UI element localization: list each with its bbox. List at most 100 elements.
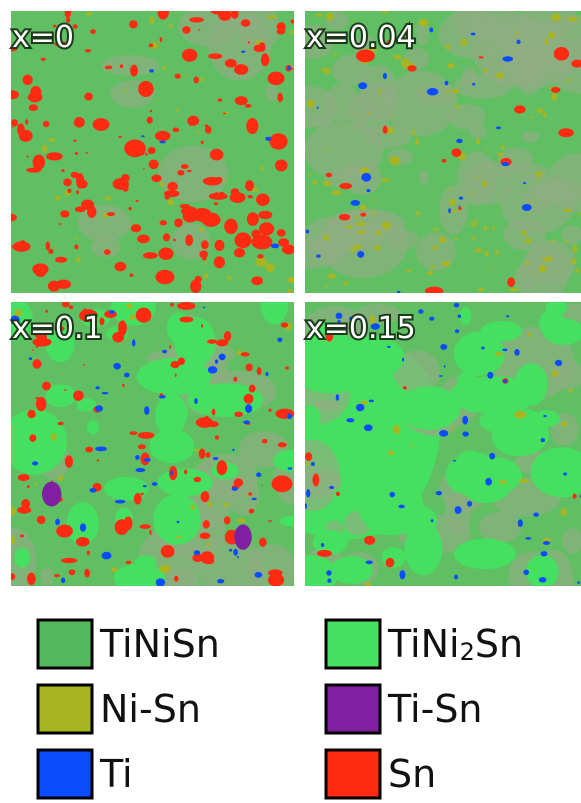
phase-blob: [455, 506, 462, 514]
phase-blob: [455, 329, 459, 333]
phase-blob: [323, 235, 329, 241]
phase-blob: [169, 345, 171, 348]
phase-blob: [160, 564, 171, 573]
phase-blob: [364, 276, 366, 277]
phase-blob: [204, 416, 210, 424]
phase-blob: [208, 421, 219, 427]
phase-blob: [65, 455, 73, 468]
phase-blob: [36, 397, 39, 400]
legend-swatch: [326, 620, 380, 668]
phase-blob: [244, 394, 254, 404]
phase-blob: [455, 451, 486, 478]
phase-blob: [256, 472, 261, 477]
phase-blob: [136, 148, 145, 156]
phase-blob: [354, 245, 362, 250]
phase-blob: [345, 225, 353, 228]
phase-blob: [102, 552, 112, 560]
phase-blob: [235, 232, 252, 248]
phase-blob: [131, 224, 141, 232]
phase-blob: [12, 127, 13, 128]
phase-blob: [328, 274, 336, 279]
phase-blob: [382, 221, 391, 229]
phase-blob: [448, 63, 455, 69]
phase-blob: [277, 28, 286, 34]
phase-blob: [58, 223, 61, 225]
phase-blob: [492, 226, 495, 230]
phase-blob: [173, 239, 176, 242]
phase-blob: [571, 259, 576, 264]
phase-blob: [261, 485, 262, 486]
phase-blob: [224, 503, 229, 507]
phase-blob: [325, 84, 360, 121]
phase-blob: [60, 210, 69, 217]
phase-blob: [182, 49, 197, 62]
phase-blob: [218, 192, 224, 196]
phase-blob: [482, 181, 488, 187]
phase-blob: [126, 561, 132, 565]
phase-blob: [456, 139, 462, 143]
phase-blob: [418, 170, 429, 184]
phase-blob: [25, 119, 28, 124]
phase-blob: [496, 126, 501, 129]
phase-blob: [369, 400, 374, 403]
phase-blob: [453, 460, 457, 462]
phase-blob: [551, 93, 557, 101]
phase-blob: [336, 394, 339, 401]
phase-blob: [357, 251, 364, 258]
phase-blob: [299, 405, 321, 429]
phase-blob: [259, 42, 266, 52]
phase-blob: [80, 523, 86, 531]
phase-blob: [365, 492, 391, 512]
phase-blob: [20, 534, 24, 537]
phase-blob: [200, 78, 203, 82]
phase-blob: [507, 484, 510, 485]
phase-blob: [216, 339, 228, 346]
phase-blob: [462, 416, 468, 425]
phase-blob: [33, 155, 45, 170]
phase-blob: [280, 516, 304, 527]
phase-blob: [344, 281, 348, 285]
phase-blob: [386, 558, 395, 568]
phase-blob: [141, 135, 145, 137]
phase-blob: [115, 500, 125, 504]
phase-blob: [79, 180, 88, 189]
phase-blob: [182, 26, 190, 34]
phase-blob: [229, 549, 232, 552]
phase-blob: [248, 492, 252, 495]
phase-blob: [277, 229, 286, 236]
phase-blob: [206, 452, 211, 458]
label-part: TiNi: [387, 622, 460, 666]
phase-blob: [265, 84, 278, 101]
phase-blob: [472, 83, 475, 86]
phase-blob: [387, 346, 390, 348]
phase-blob: [9, 537, 16, 544]
phase-blob: [95, 446, 107, 451]
phase-blob: [372, 198, 374, 201]
phase-blob: [87, 420, 99, 434]
phase-blob: [149, 159, 159, 169]
phase-blob: [425, 287, 443, 296]
phase-blob: [429, 27, 433, 32]
phase-blob: [73, 140, 77, 142]
phase-blob: [439, 430, 448, 437]
phase-blob: [210, 8, 224, 15]
phase-blob: [459, 197, 463, 200]
phase-blob: [61, 578, 65, 584]
phase-blob: [539, 577, 547, 582]
phase-blob: [549, 32, 556, 39]
phase-blob: [159, 395, 188, 430]
phase-blob: [101, 55, 159, 76]
phase-blob: [84, 569, 90, 578]
phase-blob: [449, 199, 456, 206]
phase-blob: [226, 530, 235, 540]
phase-blob: [501, 162, 509, 166]
phase-blob: [355, 216, 358, 219]
phase-blob: [259, 537, 267, 546]
phase-blob: [27, 485, 30, 488]
panel-label: x=0: [12, 20, 74, 55]
phase-blob: [489, 267, 492, 269]
phase-blob: [325, 286, 329, 288]
phase-blob: [543, 415, 546, 417]
phase-blob: [542, 257, 553, 262]
phase-blob: [130, 65, 138, 77]
